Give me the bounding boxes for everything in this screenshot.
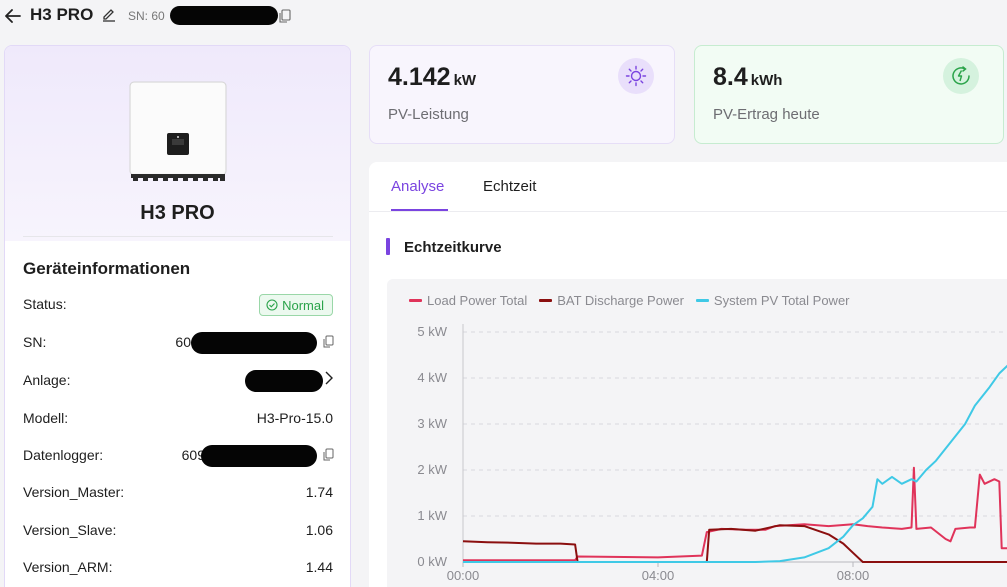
active-tab-indicator (391, 209, 448, 211)
24h-icon (943, 58, 979, 94)
info-label: Datenlogger: (23, 447, 104, 463)
analysis-panel: Analyse Echtzeit Echtzeitkurve Load Powe… (369, 162, 1007, 587)
legend-label: BAT Discharge Power (557, 293, 684, 308)
legend-item-pv[interactable]: System PV Total Power (695, 293, 850, 308)
edit-icon[interactable] (101, 7, 117, 23)
x-tick-label: 00:00 (447, 568, 480, 583)
tab-analyse[interactable]: Analyse (391, 178, 445, 195)
info-row-version-arm: Version_ARM: 1.44 (23, 557, 333, 579)
y-tick-label: 1 kW (417, 508, 447, 523)
datalogger-value: 609 (181, 447, 205, 463)
check-circle-icon (266, 299, 278, 311)
info-row-version-master: Version_Master: 1.74 (23, 482, 333, 504)
tab-echtzeit[interactable]: Echtzeit (483, 178, 537, 195)
y-tick-label: 2 kW (417, 462, 447, 477)
info-row-version-slave: Version_Slave: 1.06 (23, 520, 333, 542)
y-tick-label: 4 kW (417, 370, 447, 385)
legend-swatch (409, 299, 422, 302)
info-label: Version_Slave: (23, 522, 117, 538)
info-row-status: Status: Normal (23, 294, 333, 316)
version-arm-value: 1.44 (305, 559, 333, 575)
legend-swatch (539, 299, 553, 302)
redaction-mark (201, 445, 317, 467)
model-value: H3-Pro-15.0 (256, 410, 333, 426)
redaction-mark (170, 6, 278, 25)
chart-legend: Load Power Total BAT Discharge Power Sys… (409, 293, 850, 308)
version-slave-value: 1.06 (305, 522, 333, 538)
legend-item-load[interactable]: Load Power Total (409, 293, 527, 308)
section-accent-bar (386, 238, 390, 255)
tab-divider (369, 211, 1007, 212)
info-row-anlage[interactable]: Anlage: (23, 370, 333, 392)
kpi-yield-today: 8.4 kWh PV-Ertrag heute (694, 45, 1004, 144)
chart-container: Load Power Total BAT Discharge Power Sys… (387, 279, 1007, 587)
page-title: H3 PRO (30, 5, 94, 24)
info-row-sn: SN: 60 (23, 332, 334, 354)
info-label: Modell: (23, 410, 69, 426)
kpi-label: PV-Leistung (388, 106, 469, 123)
legend-item-bat[interactable]: BAT Discharge Power (539, 293, 684, 308)
x-tick-label: 08:00 (837, 568, 870, 583)
info-label: Anlage: (23, 372, 71, 388)
copy-icon[interactable] (323, 335, 334, 348)
legend-label: System PV Total Power (713, 293, 850, 308)
info-label: SN: (23, 334, 47, 350)
y-tick-label: 0 kW (417, 554, 447, 569)
copy-icon[interactable] (323, 448, 334, 461)
section-title: Geräteinformationen (23, 259, 191, 278)
status-text: Normal (282, 297, 324, 313)
version-master-value: 1.74 (305, 484, 333, 500)
divider (23, 236, 333, 237)
y-tick-label: 5 kW (417, 324, 447, 339)
chevron-right-icon[interactable] (325, 371, 333, 388)
series-line-2 (463, 364, 1007, 563)
y-tick-label: 3 kW (417, 416, 447, 431)
legend-swatch (695, 299, 709, 302)
kpi-label: PV-Ertrag heute (713, 106, 820, 123)
info-label: Version_Master: (23, 484, 125, 500)
back-arrow-icon[interactable] (4, 6, 22, 26)
info-label: Version_ARM: (23, 559, 113, 575)
device-card: H3 PRO Geräteinformationen Status: Norma… (4, 45, 351, 587)
inverter-image (129, 81, 227, 181)
x-tick-label: 04:00 (642, 568, 675, 583)
sn-value: 60 (175, 334, 191, 350)
info-row-modell: Modell: H3-Pro-15.0 (23, 408, 333, 430)
series-line-0 (463, 466, 1007, 562)
redaction-mark (191, 332, 317, 354)
copy-icon[interactable] (279, 9, 291, 23)
device-name: H3 PRO (140, 202, 215, 224)
kpi-value: 8.4 kWh (713, 63, 783, 91)
sun-icon (618, 58, 654, 94)
kpi-pv-power: 4.142 kW PV-Leistung (369, 45, 675, 144)
curve-title: Echtzeitkurve (404, 239, 502, 256)
info-label: Status: (23, 296, 67, 312)
legend-label: Load Power Total (427, 293, 528, 308)
series-line-1 (462, 524, 1007, 563)
info-row-datenlogger: Datenlogger: 609 (23, 445, 334, 467)
status-badge: Normal (259, 294, 333, 316)
kpi-value: 4.142 kW (388, 63, 477, 91)
serial-number-label: SN: 60 (128, 9, 165, 23)
top-bar: H3 PRO SN: 60 (0, 0, 1007, 34)
redaction-mark (245, 370, 323, 392)
line-chart[interactable]: 0 kW 1 kW 2 kW 3 kW 4 kW 5 kW 00:00 04:00 08:00 (387, 279, 1007, 587)
